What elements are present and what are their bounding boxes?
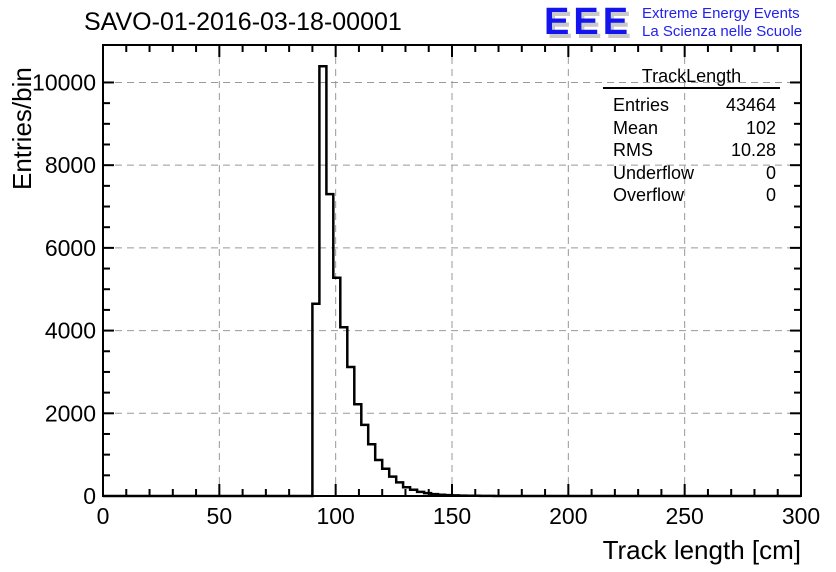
y-tick-labels: 0 2000 4000 6000 8000 10000 [32, 69, 96, 509]
eee-tagline-english: Extreme Energy Events [642, 5, 800, 22]
svg-text:10000: 10000 [32, 69, 96, 95]
stats-value: 10.28 [730, 140, 776, 160]
stats-separator-line [603, 87, 780, 89]
stats-rows: Entries 43464 Mean 102 RMS 10.28 Underfl… [603, 89, 780, 207]
stats-value: 43464 [725, 95, 776, 115]
stats-row-mean: Mean 102 [603, 117, 780, 140]
chart-title: SAVO-01-2016-03-18-00001 [84, 8, 402, 36]
stats-row-entries: Entries 43464 [603, 94, 780, 117]
svg-text:300: 300 [782, 503, 820, 529]
stats-label: Overflow [613, 185, 685, 205]
stats-label: Mean [613, 117, 659, 138]
eee-logo-taglines: Extreme Energy Events La Scienza nelle S… [642, 2, 802, 41]
svg-text:4000: 4000 [45, 318, 96, 344]
svg-text:250: 250 [665, 503, 703, 529]
stats-label: Entries [613, 95, 670, 115]
svg-text:6000: 6000 [45, 235, 96, 261]
svg-text:0: 0 [83, 483, 96, 509]
svg-text:100: 100 [316, 503, 354, 529]
gridlines [103, 45, 801, 496]
x-axis-title: Track length [cm] [602, 535, 801, 565]
eee-logo: EEE Extreme Energy Events La Scienza nel… [544, 2, 802, 42]
y-axis-title: Entries/bin [7, 67, 37, 190]
svg-text:200: 200 [549, 503, 587, 529]
stats-row-underflow: Underflow 0 [603, 162, 780, 185]
stats-box: TrackLength Entries 43464 Mean 102 RMS 1… [603, 65, 780, 207]
stats-box-title: TrackLength [641, 66, 742, 86]
svg-text:8000: 8000 [45, 152, 96, 178]
eee-logo-acronym: EEE [544, 1, 633, 43]
stats-label: RMS [613, 140, 653, 160]
svg-text:0: 0 [97, 503, 110, 529]
eee-tagline-italian: La Scienza nelle Scuole [642, 23, 803, 40]
stats-row-overflow: Overflow 0 [603, 184, 780, 207]
svg-text:2000: 2000 [45, 400, 96, 426]
svg-text:150: 150 [433, 503, 471, 529]
stats-label: Underflow [613, 162, 695, 183]
plot-frame [102, 44, 802, 497]
svg-text:50: 50 [207, 503, 233, 529]
axis-ticks [102, 45, 802, 497]
stats-value: 102 [745, 117, 776, 138]
stats-row-rms: RMS 10.28 [603, 139, 780, 162]
stats-value: 0 [765, 185, 776, 205]
stats-value: 0 [765, 162, 776, 183]
x-tick-labels: 0 50 100 150 200 250 300 [97, 503, 821, 529]
